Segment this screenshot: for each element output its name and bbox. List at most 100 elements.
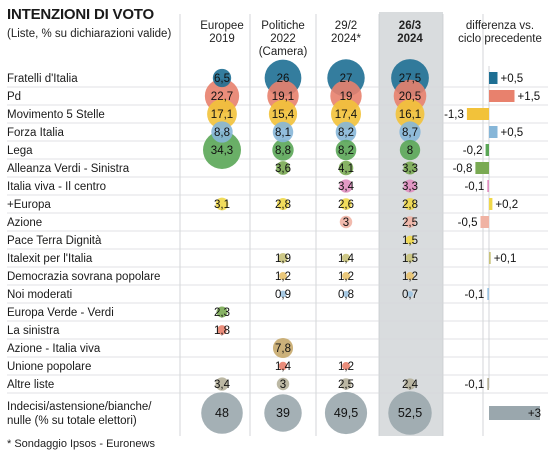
value-label: 27,5: [399, 73, 421, 85]
value-bubble: [201, 392, 243, 434]
value-label: 1,5: [402, 253, 418, 265]
value-label: 8,2: [338, 145, 354, 157]
value-label: 3,4: [214, 379, 231, 391]
column-header-pol2022: Politiche 2022 (Camera): [259, 20, 308, 58]
value-label: 3,3: [402, 163, 418, 175]
value-label: 8,8: [214, 127, 230, 139]
value-label: 3,6: [275, 163, 291, 175]
value-label: 17,1: [211, 109, 233, 121]
value-label: 1,2: [338, 361, 354, 373]
column-header-line: Politiche: [261, 20, 304, 32]
row-label: Unione popolare: [7, 361, 91, 373]
value-bubble: [403, 161, 417, 175]
value-bubble: [399, 121, 421, 143]
value-label: 0,8: [338, 289, 354, 301]
value-label: 2,5: [338, 379, 354, 391]
diff-label: -0,5: [458, 217, 478, 229]
value-label: 1,9: [275, 253, 291, 265]
diff-bar: [487, 180, 489, 192]
row-label-line: Indecisi/astensione/bianche/: [7, 401, 152, 413]
value-label: 19: [340, 91, 353, 103]
row-label: Lega: [7, 145, 33, 157]
value-bubble: [340, 198, 352, 210]
diff-label: -0,2: [463, 145, 483, 157]
row-label: Pd: [7, 91, 21, 103]
value-bubble: [342, 272, 350, 280]
value-bubble: [342, 362, 350, 370]
value-label: 19,1: [272, 91, 294, 103]
value-bubble: [388, 391, 432, 435]
row-label: Azione: [7, 217, 42, 229]
column-header-line: 2019: [209, 33, 235, 45]
row-label: Italia viva - Il centro: [7, 181, 106, 193]
row-label: Indecisi/astensione/bianche/nulle (% su …: [7, 401, 152, 427]
value-label: 1,4: [275, 361, 292, 373]
value-label: 2,5: [402, 217, 418, 229]
value-bubble: [338, 160, 354, 176]
value-label: 2,8: [275, 199, 291, 211]
column-header-line: 29/2: [335, 20, 357, 32]
diff-bar: [489, 72, 498, 84]
column-header-eu2019: Europee 2019: [200, 20, 243, 45]
value-label: 1,2: [402, 271, 418, 283]
value-bubble: [342, 290, 350, 298]
value-bubble: [335, 139, 357, 161]
diff-bar: [466, 108, 489, 120]
value-label: 6,5: [214, 73, 230, 85]
value-bubble: [217, 325, 227, 335]
column-header-line: 2022: [270, 33, 296, 45]
row-label: Fratelli d'Italia: [7, 73, 78, 85]
value-label: 2,6: [338, 199, 354, 211]
value-label: 8,8: [275, 145, 291, 157]
footnote: * Sondaggio Ipsos - Euronews: [7, 438, 155, 450]
diff-label: -0,1: [464, 379, 484, 391]
value-bubble: [268, 99, 298, 129]
row-label: La sinistra: [7, 325, 60, 337]
column-header-line: 2024: [397, 33, 423, 45]
value-bubble: [335, 121, 357, 143]
value-bubble: [403, 179, 417, 193]
diff-label: +0,5: [501, 127, 524, 139]
value-label: 3: [343, 217, 349, 229]
value-label: 26: [277, 73, 290, 85]
value-bubble: [340, 378, 352, 390]
value-bubble: [339, 179, 353, 193]
value-label: 49,5: [334, 406, 358, 420]
value-bubble: [278, 253, 288, 263]
diff-bar: [489, 252, 491, 264]
value-label: 4,1: [338, 163, 354, 175]
value-bubble: [405, 235, 415, 245]
row-label: Azione - Italia viva: [7, 343, 101, 355]
value-label: 52,5: [398, 406, 422, 420]
diff-label: +0,1: [494, 253, 517, 265]
row-label: Forza Italia: [7, 127, 64, 139]
value-label: 2,4: [402, 379, 419, 391]
value-label: 3,3: [402, 181, 418, 193]
value-bubble: [276, 377, 290, 391]
value-bubble: [406, 290, 414, 298]
diff-label: -0,8: [453, 163, 473, 175]
diff-label: -1,3: [444, 109, 464, 121]
column-header-line: differenza vs.: [466, 20, 534, 32]
value-label: 1,5: [402, 235, 418, 247]
value-bubble: [207, 99, 237, 129]
column-header-line: 2024*: [331, 33, 362, 45]
diff-bar: [485, 144, 489, 156]
value-label: 3: [280, 379, 286, 391]
value-label: 1,4: [338, 253, 355, 265]
row-label-line: nulle (% su totale elettori): [7, 415, 137, 427]
diff-bar: [489, 90, 515, 102]
value-bubble: [404, 216, 416, 228]
value-bubble: [272, 121, 294, 143]
value-bubble: [211, 121, 233, 143]
diff-bar: [475, 162, 489, 174]
value-label: 8: [407, 145, 413, 157]
value-bubble: [278, 361, 288, 371]
diff-label: +0,5: [501, 73, 524, 85]
value-label: 17,4: [335, 109, 358, 121]
value-label: 34,3: [211, 145, 233, 157]
column-header-line: 26/3: [399, 20, 421, 32]
value-label: 3,4: [338, 181, 355, 193]
row-label: Noi moderati: [7, 289, 72, 301]
value-bubble: [279, 290, 287, 298]
